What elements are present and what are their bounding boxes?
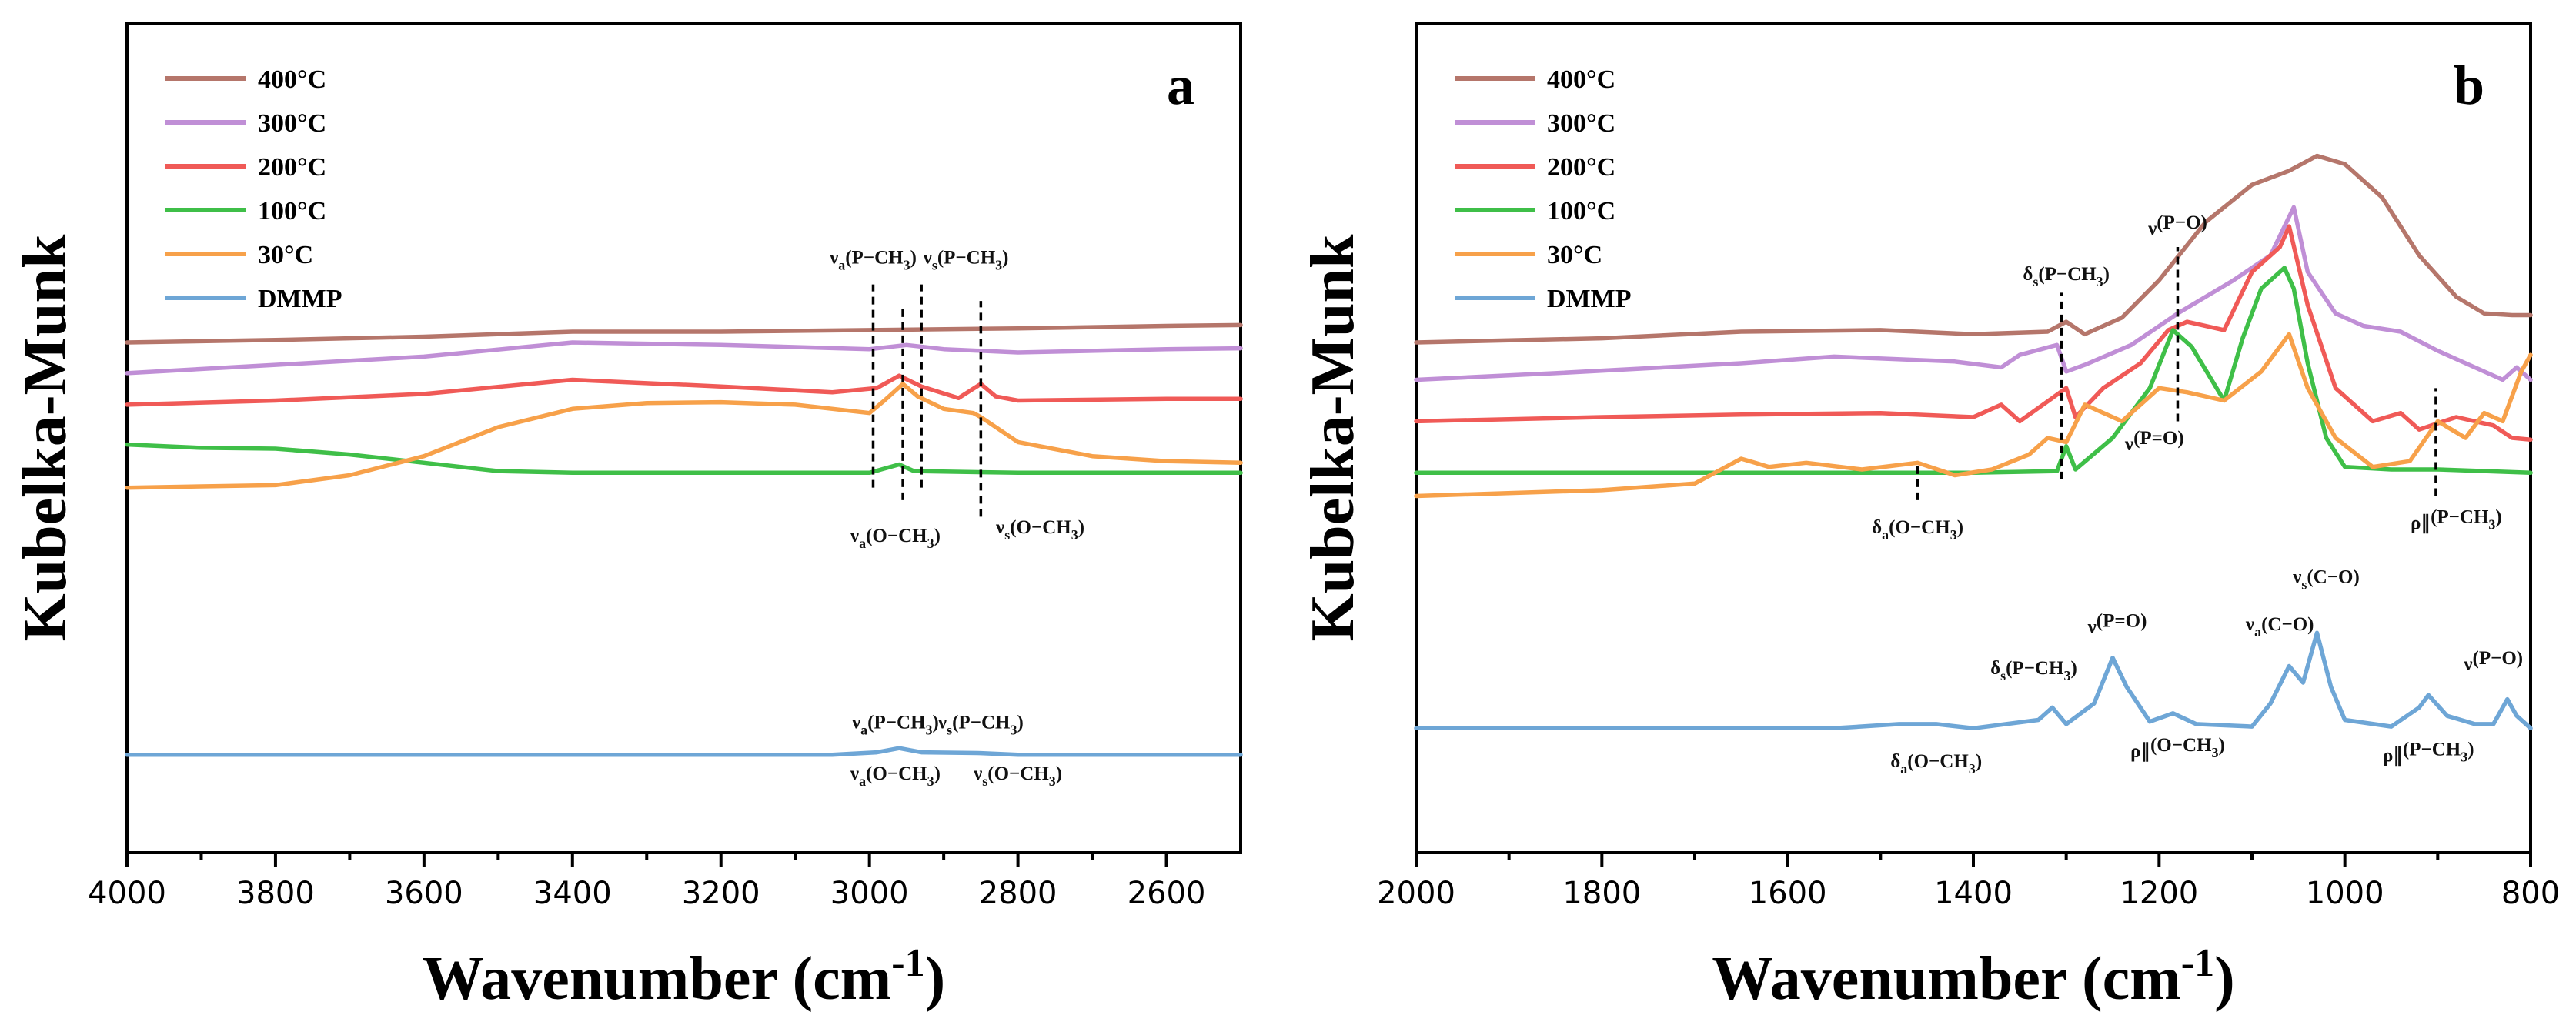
series-line-30c	[125, 382, 1243, 490]
legend-label: 200°C	[1547, 153, 1615, 182]
x-tick-label: 2800	[979, 876, 1057, 911]
y-axis-title: Kubelka-Munk	[12, 234, 79, 642]
peak-annotation: νa(O−CH3)	[850, 763, 941, 789]
panel-label: a	[1167, 55, 1194, 116]
legend-label: 400°C	[258, 65, 326, 94]
legend-label: 200°C	[258, 153, 326, 182]
legend-label: 100°C	[258, 197, 326, 225]
peak-annotation: ρ∥(O−CH3)	[2130, 735, 2225, 762]
peak-annotation: δs(P−CH3)	[2023, 264, 2110, 289]
legend-label: DMMP	[258, 285, 342, 313]
series-line-dmmp	[125, 746, 1243, 757]
plot-frame	[125, 22, 1242, 854]
series-line-300c	[1414, 205, 2533, 382]
peak-annotation: ν(P=O)	[2124, 428, 2184, 455]
peak-annotation: ρ∥(P−CH3)	[2383, 739, 2474, 766]
y-axis-title: Kubelka-Munk	[1299, 234, 1367, 642]
legend-label: 300°C	[1547, 109, 1615, 138]
series-line-dmmp	[1414, 630, 2533, 731]
x-tick-label: 4000	[88, 876, 166, 911]
x-tick-label: 1200	[2120, 876, 2198, 911]
peak-annotation: ρ∥(P−CH3)	[2411, 507, 2502, 534]
peak-annotation: νs(P−CH3)	[923, 248, 1009, 273]
legend-label: 300°C	[258, 109, 326, 138]
x-tick-label: 3600	[385, 876, 463, 911]
panel-b: 2000 1800 1600 1400 1200 1000 800 Wavenumber (c…	[1299, 22, 2560, 1013]
series-line-200c	[1414, 224, 2533, 442]
legend-label: 30°C	[258, 241, 313, 269]
peak-annotation: νa(C−O)	[2245, 614, 2314, 640]
series-line-30c	[1414, 332, 2533, 499]
x-tick-label: 1400	[1934, 876, 2013, 911]
panel-a: 4000 3800 3600 3400 3200 3000 2800 2600 Wavenumb…	[12, 22, 1243, 1013]
legend-label: 400°C	[1547, 65, 1615, 94]
peak-annotation: νs(O−CH3)	[973, 763, 1062, 789]
peak-annotation: νa(P−CH3)	[829, 248, 917, 273]
x-tick-label: 1800	[1562, 876, 1641, 911]
x-axis-title: Wavenumber (cm-1)	[423, 941, 946, 1013]
x-tick-label: 1000	[2306, 876, 2384, 911]
legend-label: 100°C	[1547, 197, 1615, 225]
x-axis-title: Wavenumber (cm-1)	[1712, 941, 2235, 1013]
series-line-100c	[125, 442, 1243, 476]
series-line-400c	[1414, 153, 2533, 345]
x-tick-label: 3000	[830, 876, 909, 911]
x-tick-label: 800	[2501, 876, 2560, 911]
x-tick-label: 3200	[682, 876, 760, 911]
legend-label: DMMP	[1547, 285, 1632, 313]
peak-annotation: ν(P−O)	[2463, 648, 2523, 675]
peak-annotation: νs(C−O)	[2292, 567, 2360, 593]
panel-label: b	[2454, 55, 2484, 116]
series-line-200c	[125, 373, 1243, 407]
peak-annotation: δa(O−CH3)	[1872, 517, 1963, 543]
legend-label: 30°C	[1547, 241, 1602, 269]
peak-annotation: νs(P−CH3)	[937, 712, 1024, 737]
peak-annotation: νa(O−CH3)	[850, 526, 941, 551]
peak-annotation: νa(P−CH3)	[851, 712, 939, 737]
x-tick-label: 1600	[1749, 876, 1827, 911]
x-tick-label: 3400	[533, 876, 612, 911]
x-tick-label: 2000	[1377, 876, 1455, 911]
peak-annotation: δs(P−CH3)	[1990, 658, 2077, 683]
series-line-400c	[125, 322, 1243, 345]
series-line-300c	[125, 340, 1243, 376]
x-tick-label: 3800	[236, 876, 315, 911]
peak-annotation: ν(P=O)	[2087, 610, 2147, 637]
peak-annotation: νs(O−CH3)	[995, 517, 1084, 543]
peak-annotation: ν(P−O)	[2147, 212, 2207, 239]
peak-annotation: δa(O−CH3)	[1890, 751, 1982, 777]
x-tick-label: 2600	[1128, 876, 1206, 911]
